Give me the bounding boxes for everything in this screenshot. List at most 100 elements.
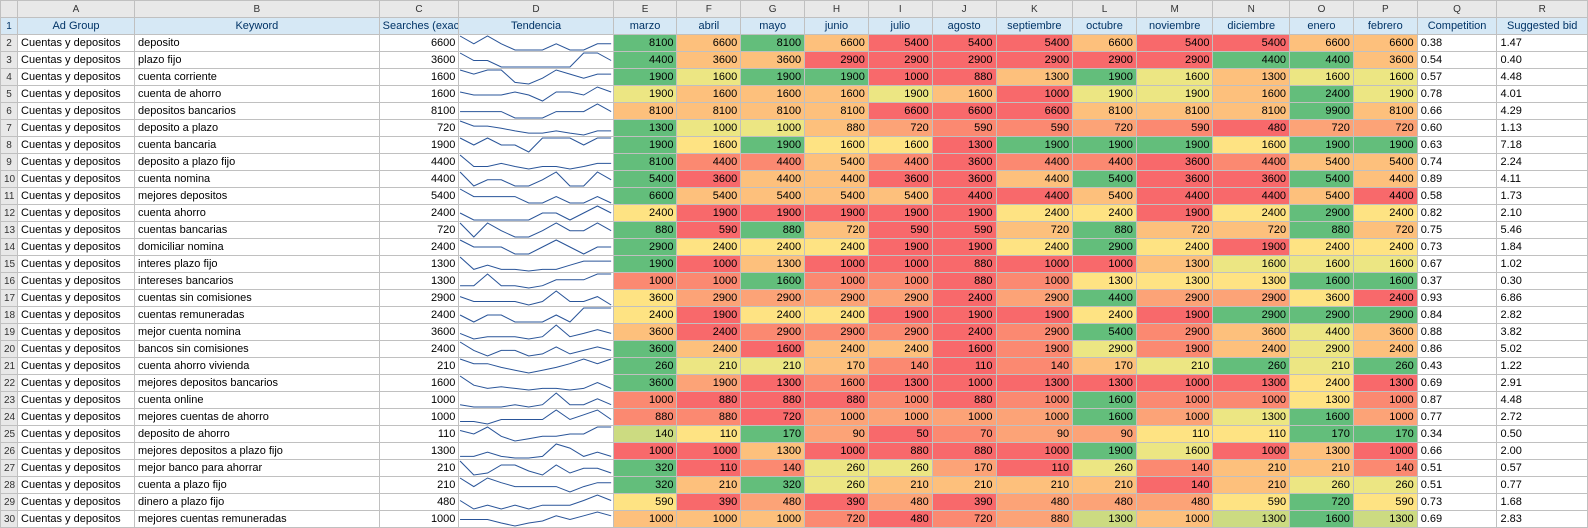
suggested-bid-cell[interactable]: 4.29	[1497, 103, 1588, 120]
month-cell[interactable]: 1600	[1353, 273, 1417, 290]
month-cell[interactable]: 1900	[932, 307, 996, 324]
competition-cell[interactable]: 0.87	[1417, 392, 1497, 409]
month-cell[interactable]: 1900	[996, 341, 1073, 358]
month-cell[interactable]: 6600	[805, 35, 869, 52]
month-cell[interactable]: 480	[868, 511, 932, 528]
month-cell[interactable]: 1300	[1073, 375, 1137, 392]
month-cell[interactable]: 140	[1353, 460, 1417, 477]
sparkline-cell[interactable]	[459, 171, 613, 188]
competition-cell[interactable]: 0.51	[1417, 460, 1497, 477]
competition-cell[interactable]: 0.54	[1417, 52, 1497, 69]
ad-group-cell[interactable]: Cuentas y depositos	[18, 290, 135, 307]
month-cell[interactable]: 1600	[741, 86, 805, 103]
column-header[interactable]: junio	[805, 18, 869, 35]
searches-cell[interactable]: 2900	[379, 290, 459, 307]
sparkline-cell[interactable]	[459, 69, 613, 86]
sparkline-cell[interactable]	[459, 341, 613, 358]
month-cell[interactable]: 1000	[677, 443, 741, 460]
month-cell[interactable]: 880	[1073, 222, 1137, 239]
column-letter[interactable]: L	[1073, 1, 1137, 18]
column-letter[interactable]: Q	[1417, 1, 1497, 18]
keyword-cell[interactable]: plazo fijo	[135, 52, 380, 69]
month-cell[interactable]: 6600	[1290, 35, 1354, 52]
keyword-cell[interactable]: cuenta a plazo fijo	[135, 477, 380, 494]
month-cell[interactable]: 5400	[1290, 171, 1354, 188]
row-number[interactable]: 24	[1, 409, 18, 426]
month-cell[interactable]: 1900	[741, 205, 805, 222]
month-cell[interactable]: 1000	[1213, 443, 1290, 460]
suggested-bid-cell[interactable]: 2.91	[1497, 375, 1588, 392]
month-cell[interactable]: 1600	[1353, 256, 1417, 273]
month-cell[interactable]: 210	[741, 358, 805, 375]
searches-cell[interactable]: 4400	[379, 171, 459, 188]
sparkline-cell[interactable]	[459, 511, 613, 528]
month-cell[interactable]: 590	[932, 120, 996, 137]
month-cell[interactable]: 1000	[741, 120, 805, 137]
searches-cell[interactable]: 1300	[379, 443, 459, 460]
column-letter[interactable]: B	[135, 1, 380, 18]
sparkline-cell[interactable]	[459, 375, 613, 392]
month-cell[interactable]: 4400	[1213, 188, 1290, 205]
sparkline-cell[interactable]	[459, 103, 613, 120]
month-cell[interactable]: 1600	[677, 69, 741, 86]
month-cell[interactable]: 260	[1073, 460, 1137, 477]
ad-group-cell[interactable]: Cuentas y depositos	[18, 205, 135, 222]
month-cell[interactable]: 6600	[996, 103, 1073, 120]
searches-cell[interactable]: 210	[379, 477, 459, 494]
suggested-bid-cell[interactable]: 1.02	[1497, 256, 1588, 273]
month-cell[interactable]: 5400	[1213, 35, 1290, 52]
month-cell[interactable]: 480	[996, 494, 1073, 511]
month-cell[interactable]: 1600	[1213, 137, 1290, 154]
suggested-bid-cell[interactable]: 2.10	[1497, 205, 1588, 222]
month-cell[interactable]: 210	[677, 358, 741, 375]
month-cell[interactable]: 1900	[1213, 239, 1290, 256]
month-cell[interactable]: 3600	[677, 52, 741, 69]
competition-cell[interactable]: 0.73	[1417, 494, 1497, 511]
searches-cell[interactable]: 1300	[379, 256, 459, 273]
month-cell[interactable]: 1600	[868, 137, 932, 154]
column-letter[interactable]: J	[932, 1, 996, 18]
keyword-cell[interactable]: mejores cuentas de ahorro	[135, 409, 380, 426]
competition-cell[interactable]: 0.69	[1417, 511, 1497, 528]
ad-group-cell[interactable]: Cuentas y depositos	[18, 69, 135, 86]
month-cell[interactable]: 1600	[1136, 443, 1213, 460]
row-number[interactable]: 10	[1, 171, 18, 188]
month-cell[interactable]: 1000	[805, 273, 869, 290]
column-letter[interactable]: O	[1290, 1, 1354, 18]
month-cell[interactable]: 590	[1136, 120, 1213, 137]
month-cell[interactable]: 1900	[932, 239, 996, 256]
keyword-cell[interactable]: domiciliar nomina	[135, 239, 380, 256]
month-cell[interactable]: 880	[613, 222, 677, 239]
column-header[interactable]: Tendencia	[459, 18, 613, 35]
month-cell[interactable]: 210	[1073, 477, 1137, 494]
month-cell[interactable]: 2400	[677, 239, 741, 256]
competition-cell[interactable]: 0.89	[1417, 171, 1497, 188]
column-header[interactable]: octubre	[1073, 18, 1137, 35]
competition-cell[interactable]: 0.38	[1417, 35, 1497, 52]
month-cell[interactable]: 880	[1290, 222, 1354, 239]
column-header[interactable]: abril	[677, 18, 741, 35]
row-number[interactable]: 20	[1, 341, 18, 358]
month-cell[interactable]: 2900	[1136, 324, 1213, 341]
ad-group-cell[interactable]: Cuentas y depositos	[18, 358, 135, 375]
month-cell[interactable]: 260	[1353, 477, 1417, 494]
month-cell[interactable]: 480	[1213, 120, 1290, 137]
suggested-bid-cell[interactable]: 4.01	[1497, 86, 1588, 103]
keyword-cell[interactable]: cuenta online	[135, 392, 380, 409]
month-cell[interactable]: 1900	[1353, 86, 1417, 103]
month-cell[interactable]: 720	[868, 120, 932, 137]
month-cell[interactable]: 8100	[677, 103, 741, 120]
month-cell[interactable]: 1600	[1290, 273, 1354, 290]
month-cell[interactable]: 880	[741, 222, 805, 239]
month-cell[interactable]: 8100	[1213, 103, 1290, 120]
month-cell[interactable]: 720	[1136, 222, 1213, 239]
keyword-cell[interactable]: cuenta ahorro vivienda	[135, 358, 380, 375]
suggested-bid-cell[interactable]: 1.73	[1497, 188, 1588, 205]
month-cell[interactable]: 2400	[741, 307, 805, 324]
month-cell[interactable]: 210	[1213, 460, 1290, 477]
column-header[interactable]: marzo	[613, 18, 677, 35]
row-number[interactable]: 23	[1, 392, 18, 409]
column-letter[interactable]: E	[613, 1, 677, 18]
month-cell[interactable]: 170	[1290, 426, 1354, 443]
suggested-bid-cell[interactable]: 1.13	[1497, 120, 1588, 137]
